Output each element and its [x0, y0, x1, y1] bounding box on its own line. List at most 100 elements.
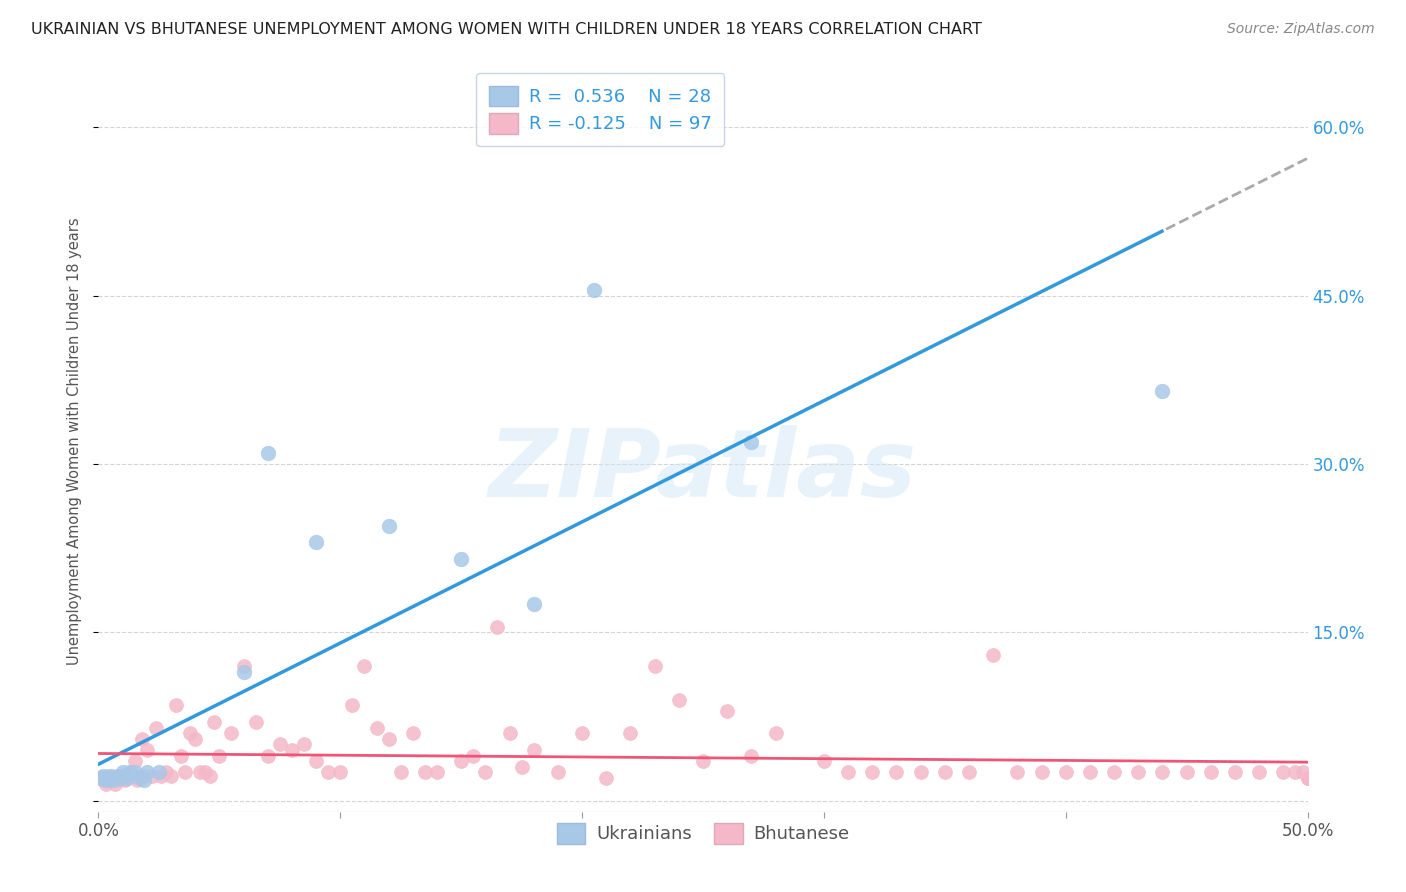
Point — [155, 765, 177, 780]
Point — [740, 434, 762, 449]
Point — [91, 773, 114, 788]
Point — [1296, 771, 1319, 785]
Point — [160, 769, 183, 783]
Point — [91, 769, 114, 783]
Point — [134, 769, 156, 783]
Point — [128, 771, 150, 785]
Point — [450, 754, 472, 768]
Point — [141, 769, 163, 783]
Point — [148, 765, 170, 780]
Point — [100, 773, 122, 788]
Text: UKRAINIAN VS BHUTANESE UNEMPLOYMENT AMONG WOMEN WITH CHILDREN UNDER 18 YEARS COR: UKRAINIAN VS BHUTANESE UNEMPLOYMENT AMON… — [31, 22, 981, 37]
Point — [1102, 765, 1125, 780]
Point — [101, 771, 124, 785]
Point — [292, 738, 315, 752]
Point — [740, 748, 762, 763]
Point — [232, 659, 254, 673]
Point — [389, 765, 412, 780]
Point — [97, 771, 120, 785]
Point — [1296, 771, 1319, 785]
Point — [111, 765, 134, 780]
Point — [104, 771, 127, 785]
Point — [107, 769, 129, 783]
Y-axis label: Unemployment Among Women with Children Under 18 years: Unemployment Among Women with Children U… — [67, 218, 83, 665]
Point — [131, 769, 153, 783]
Point — [128, 771, 150, 785]
Point — [692, 754, 714, 768]
Point — [1272, 765, 1295, 780]
Point — [450, 552, 472, 566]
Point — [1175, 765, 1198, 780]
Point — [101, 773, 124, 788]
Point — [981, 648, 1004, 662]
Point — [305, 754, 328, 768]
Point — [837, 765, 859, 780]
Point — [1284, 765, 1306, 780]
Point — [114, 769, 136, 783]
Point — [1223, 765, 1246, 780]
Point — [104, 777, 127, 791]
Point — [1128, 765, 1150, 780]
Legend: Ukrainians, Bhutanese: Ukrainians, Bhutanese — [550, 815, 856, 851]
Point — [269, 738, 291, 752]
Point — [131, 731, 153, 746]
Point — [1031, 765, 1053, 780]
Point — [94, 773, 117, 788]
Point — [644, 659, 666, 673]
Point — [474, 765, 496, 780]
Point — [174, 765, 197, 780]
Point — [245, 714, 267, 729]
Point — [402, 726, 425, 740]
Point — [150, 769, 173, 783]
Point — [108, 771, 131, 785]
Point — [1152, 765, 1174, 780]
Point — [165, 698, 187, 713]
Point — [184, 731, 207, 746]
Text: Source: ZipAtlas.com: Source: ZipAtlas.com — [1227, 22, 1375, 37]
Point — [1007, 765, 1029, 780]
Point — [1296, 771, 1319, 785]
Point — [934, 765, 956, 780]
Point — [329, 765, 352, 780]
Point — [221, 726, 243, 740]
Point — [583, 283, 606, 297]
Point — [134, 773, 156, 788]
Point — [108, 773, 131, 788]
Point — [813, 754, 835, 768]
Point — [510, 760, 533, 774]
Point — [194, 765, 217, 780]
Point — [1249, 765, 1271, 780]
Point — [1296, 771, 1319, 785]
Point — [910, 765, 932, 780]
Point — [571, 726, 593, 740]
Point — [124, 754, 146, 768]
Point — [124, 765, 146, 780]
Point — [1054, 765, 1077, 780]
Point — [135, 743, 157, 757]
Point — [957, 765, 980, 780]
Point — [305, 535, 328, 549]
Point — [1078, 765, 1101, 780]
Point — [886, 765, 908, 780]
Point — [90, 771, 112, 785]
Point — [547, 765, 569, 780]
Point — [765, 726, 787, 740]
Point — [97, 769, 120, 783]
Point — [204, 714, 226, 729]
Point — [463, 748, 485, 763]
Point — [121, 769, 143, 783]
Point — [208, 748, 231, 763]
Point — [135, 765, 157, 780]
Text: ZIPatlas: ZIPatlas — [489, 425, 917, 517]
Point — [1292, 765, 1315, 780]
Point — [232, 665, 254, 679]
Point — [188, 765, 211, 780]
Point — [860, 765, 883, 780]
Point — [316, 765, 339, 780]
Point — [668, 692, 690, 706]
Point — [118, 765, 141, 780]
Point — [716, 704, 738, 718]
Point — [100, 769, 122, 783]
Point — [256, 446, 278, 460]
Point — [1152, 384, 1174, 398]
